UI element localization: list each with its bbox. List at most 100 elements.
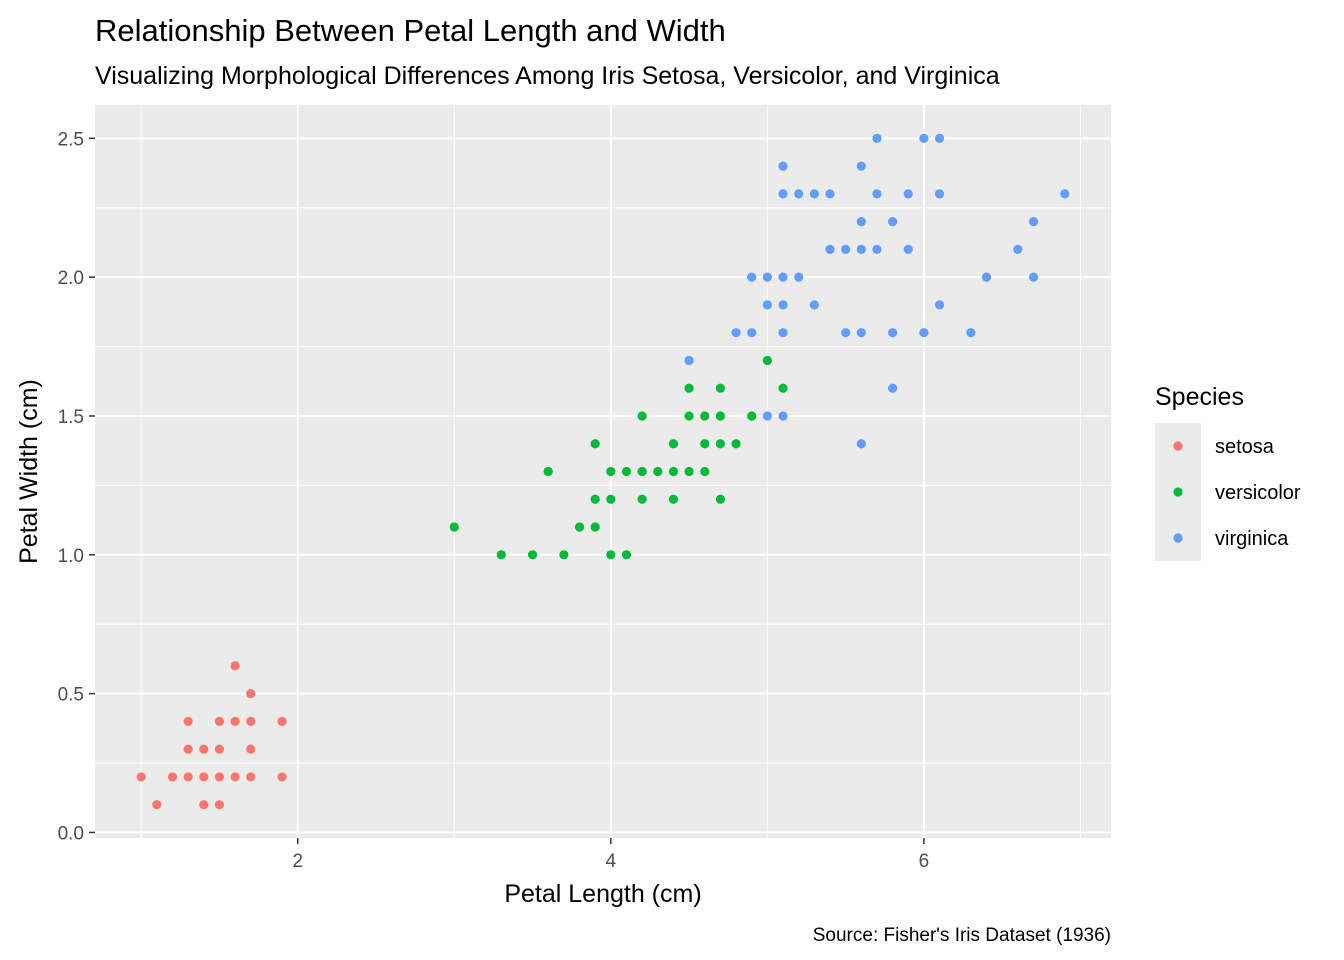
data-point-setosa xyxy=(183,744,193,754)
data-point-versicolor xyxy=(684,383,694,393)
axis-ticks-group: 2 4 6 0.0 0.5 1.0 1.5 2.0 2.5 xyxy=(58,129,930,872)
y-axis-title: Petal Width (cm) xyxy=(15,379,43,564)
data-point-virginica xyxy=(903,189,913,199)
data-point-setosa xyxy=(199,772,209,782)
data-point-virginica xyxy=(872,189,882,199)
x-tick-label: 2 xyxy=(292,851,303,872)
data-point-setosa xyxy=(230,716,240,726)
data-point-versicolor xyxy=(731,439,741,449)
data-point-virginica xyxy=(872,244,882,254)
data-point-virginica xyxy=(778,328,788,338)
data-point-virginica xyxy=(888,383,898,393)
data-point-virginica xyxy=(934,300,945,310)
data-point-setosa xyxy=(246,689,256,699)
data-point-versicolor xyxy=(747,411,757,421)
data-point-virginica xyxy=(888,328,898,338)
data-point-virginica xyxy=(872,133,882,143)
data-point-versicolor xyxy=(700,466,710,477)
data-point-setosa xyxy=(246,744,256,754)
data-point-virginica xyxy=(809,189,819,199)
data-point-setosa xyxy=(214,772,225,782)
legend-key-setosa xyxy=(1173,441,1183,451)
data-point-versicolor xyxy=(637,411,647,421)
legend-title: Species xyxy=(1155,383,1244,411)
data-point-setosa xyxy=(167,772,178,782)
x-tick-label: 4 xyxy=(606,851,617,872)
data-point-virginica xyxy=(856,439,866,449)
data-point-virginica xyxy=(919,133,929,143)
data-point-versicolor xyxy=(715,383,726,393)
data-point-setosa xyxy=(199,744,209,754)
data-point-versicolor xyxy=(449,522,459,532)
data-point-versicolor xyxy=(621,466,632,477)
data-point-virginica xyxy=(747,328,757,338)
legend-key-versicolor xyxy=(1173,487,1183,497)
data-point-versicolor xyxy=(496,550,506,560)
data-point-virginica xyxy=(778,189,788,199)
grid-minor-group xyxy=(95,105,1111,838)
legend-label-versicolor: versicolor xyxy=(1215,482,1301,504)
data-point-virginica xyxy=(934,189,945,199)
data-point-versicolor xyxy=(700,411,710,421)
data-point-versicolor xyxy=(684,466,694,477)
data-point-versicolor xyxy=(559,550,569,560)
data-point-virginica xyxy=(856,161,866,171)
data-point-versicolor xyxy=(606,494,616,504)
plot-panel xyxy=(95,105,1111,838)
data-point-versicolor xyxy=(668,494,679,504)
data-point-virginica xyxy=(825,189,835,199)
legend-label-setosa: setosa xyxy=(1215,436,1275,458)
y-tick-label: 1.5 xyxy=(58,407,84,428)
data-point-setosa xyxy=(199,800,209,810)
data-point-versicolor xyxy=(715,411,726,421)
data-point-virginica xyxy=(981,272,992,282)
data-point-virginica xyxy=(762,411,772,421)
data-point-setosa xyxy=(246,772,256,782)
data-point-versicolor xyxy=(778,383,788,393)
data-point-versicolor xyxy=(668,439,679,449)
data-point-virginica xyxy=(825,244,835,254)
data-point-virginica xyxy=(1028,272,1039,282)
data-point-virginica xyxy=(778,411,788,421)
chart-title: Relationship Between Petal Length and Wi… xyxy=(95,13,726,48)
data-point-virginica xyxy=(794,272,804,282)
data-point-versicolor xyxy=(637,494,647,504)
data-point-setosa xyxy=(183,716,193,726)
data-point-versicolor xyxy=(637,466,647,477)
points-group xyxy=(136,133,1070,810)
data-point-versicolor xyxy=(590,522,600,532)
data-point-virginica xyxy=(762,272,772,282)
data-point-versicolor xyxy=(606,466,616,477)
data-point-setosa xyxy=(230,661,240,671)
data-point-versicolor xyxy=(574,522,585,532)
data-point-setosa xyxy=(277,772,287,782)
data-point-setosa xyxy=(214,744,225,754)
data-point-versicolor xyxy=(606,550,616,560)
data-point-setosa xyxy=(183,772,193,782)
data-point-virginica xyxy=(762,300,772,310)
x-axis-title: Petal Length (cm) xyxy=(504,880,701,908)
data-point-virginica xyxy=(794,189,804,199)
data-point-versicolor xyxy=(668,466,679,477)
data-point-versicolor xyxy=(590,439,600,449)
data-point-versicolor xyxy=(715,439,726,449)
data-point-virginica xyxy=(809,300,819,310)
data-point-virginica xyxy=(1028,217,1039,227)
data-point-setosa xyxy=(214,800,225,810)
data-point-virginica xyxy=(841,328,851,338)
data-point-versicolor xyxy=(700,439,710,449)
data-point-virginica xyxy=(856,217,866,227)
grid-major-group xyxy=(95,105,1111,838)
data-point-virginica xyxy=(778,300,788,310)
data-point-versicolor xyxy=(653,466,663,477)
x-tick-label: 6 xyxy=(919,851,930,872)
data-point-setosa xyxy=(152,800,162,810)
data-point-virginica xyxy=(888,217,898,227)
legend-key-virginica xyxy=(1173,533,1183,543)
data-point-versicolor xyxy=(590,494,600,504)
data-point-virginica xyxy=(934,133,945,143)
data-point-virginica xyxy=(731,328,741,338)
data-point-virginica xyxy=(747,272,757,282)
data-point-virginica xyxy=(1013,244,1023,254)
